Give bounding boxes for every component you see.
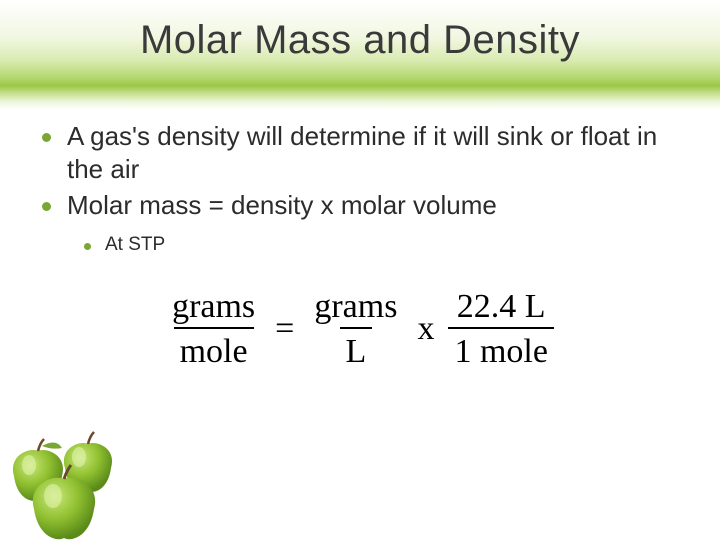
frac1-numerator: grams bbox=[166, 288, 261, 327]
bullet-2-sub: At STP bbox=[84, 234, 682, 256]
bullet-1-text: A gas's density will determine if it wil… bbox=[67, 120, 682, 185]
bullet-1: A gas's density will determine if it wil… bbox=[42, 120, 682, 185]
frac2-denominator: L bbox=[340, 327, 373, 370]
fraction-3: 22.4 L 1 mole bbox=[448, 288, 553, 371]
apples-icon bbox=[0, 420, 150, 540]
slide-title: Molar Mass and Density bbox=[0, 18, 720, 63]
fraction-1: grams mole bbox=[166, 288, 261, 371]
bullet-2-text: Molar mass = density x molar volume bbox=[67, 189, 497, 222]
fraction-2: grams L bbox=[308, 288, 403, 371]
bullet-2: Molar mass = density x molar volume bbox=[42, 189, 682, 222]
bullet-dot-icon bbox=[42, 133, 51, 142]
content-area: A gas's density will determine if it wil… bbox=[42, 120, 682, 256]
frac3-numerator: 22.4 L bbox=[451, 288, 552, 327]
bullet-dot-icon bbox=[42, 202, 51, 211]
frac2-numerator: grams bbox=[308, 288, 403, 327]
slide: Molar Mass and Density A gas's density w… bbox=[0, 0, 720, 540]
times-sign: x bbox=[403, 310, 448, 348]
equation: grams mole = grams L x 22.4 L 1 mole bbox=[0, 288, 720, 371]
bullet-dot-icon bbox=[84, 243, 91, 250]
equation-inner: grams mole = grams L x 22.4 L 1 mole bbox=[166, 288, 554, 371]
equals-sign: = bbox=[261, 310, 308, 348]
frac3-denominator: 1 mole bbox=[448, 327, 553, 370]
frac1-denominator: mole bbox=[174, 327, 254, 370]
bullet-2-sub-text: At STP bbox=[105, 234, 165, 256]
